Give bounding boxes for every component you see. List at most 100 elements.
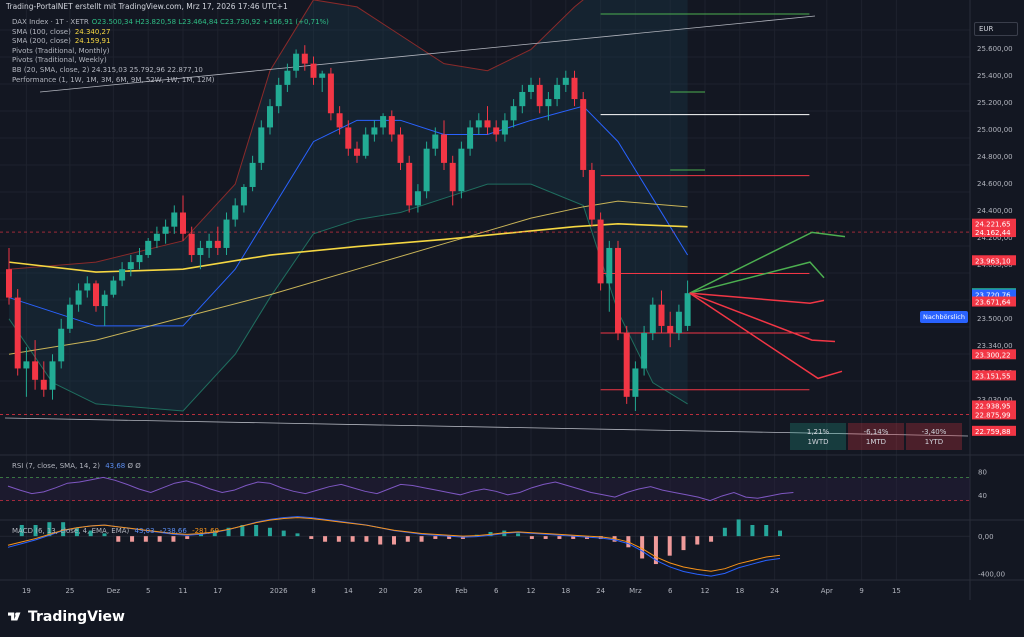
price-label-box	[972, 349, 1016, 360]
time-axis-label: Mrz	[629, 587, 642, 595]
candle-body	[441, 134, 447, 163]
candle	[641, 325, 648, 376]
macd-histogram-bar	[778, 530, 782, 537]
candle-body	[371, 127, 378, 135]
sma100-label[interactable]: SMA (100, close)	[12, 27, 71, 36]
symbol-label[interactable]: DAX Index · 1T · XETR	[12, 18, 89, 26]
candle	[493, 120, 500, 142]
macd-histogram-bar	[653, 536, 658, 565]
candle-body	[484, 120, 491, 128]
macd-legend[interactable]: MACD (6, 13, close, 4, EMA, EMA) 43,03 -…	[12, 527, 219, 535]
candle-body	[171, 212, 178, 227]
candle	[84, 276, 91, 298]
macd-histogram-bar	[61, 522, 66, 537]
performance-cell: -3,40% 1YTD	[906, 423, 962, 450]
candle	[432, 127, 439, 156]
time-axis-label: 24	[770, 587, 779, 595]
sma100-value: 24.340,27	[74, 27, 111, 36]
candle-body	[188, 233, 195, 256]
bb-label[interactable]: BB (20, SMA, close, 2) 24.315,03 25.792,…	[12, 65, 203, 74]
time-axis-label: 15	[892, 587, 901, 595]
price-label-box	[972, 296, 1016, 307]
candle-body	[362, 134, 369, 156]
pivots-monthly-label[interactable]: Pivots (Traditional, Monthly)	[12, 46, 110, 55]
pivots-weekly-label[interactable]: Pivots (Traditional, Weekly)	[12, 56, 107, 65]
candle-body	[14, 297, 21, 369]
performance-cell: 1,21% 1WTD	[790, 423, 846, 450]
price-label-text: 22.938,95	[975, 402, 1011, 410]
candle	[545, 91, 552, 121]
scenario-arrow-up	[689, 261, 825, 294]
candle-body	[423, 148, 430, 192]
tradingview-logo[interactable]: TradingView	[8, 609, 125, 625]
time-axis-label: Dez	[107, 587, 121, 595]
macd-histogram-bar	[709, 536, 714, 542]
macd-histogram-bar	[640, 536, 645, 559]
candle	[623, 325, 630, 404]
scenario-arrow-down	[689, 292, 843, 380]
candle	[66, 297, 73, 334]
candle	[562, 70, 569, 92]
candle	[232, 198, 239, 227]
candle	[449, 155, 456, 206]
macd-histogram-bar	[364, 536, 369, 542]
candle-body	[127, 262, 134, 270]
candle	[519, 84, 526, 114]
candle-body	[345, 127, 352, 149]
candle	[49, 354, 56, 400]
tradingview-logo-icon	[8, 612, 21, 621]
trendline-upper	[39, 15, 816, 93]
candle	[484, 106, 491, 135]
time-axis-label: 2026	[270, 587, 288, 595]
price-label-box	[972, 289, 1016, 300]
candle-body	[249, 162, 256, 187]
time-axis-label: 12	[701, 587, 710, 595]
candle-body	[49, 361, 56, 390]
candle-body	[336, 113, 343, 128]
candle	[75, 283, 82, 312]
candle-body	[310, 63, 317, 78]
candle	[649, 297, 656, 341]
candle	[223, 212, 230, 256]
candle-body	[180, 212, 186, 234]
price-tick-label: 24.800,00	[977, 153, 1013, 161]
performance-period: 1WTD	[807, 438, 828, 446]
macd-histogram-bar	[47, 522, 52, 537]
sma200-line	[8, 223, 688, 273]
candle-body	[153, 233, 160, 241]
price-label-text: 22.759,88	[975, 428, 1011, 436]
candle	[267, 99, 273, 135]
candle	[354, 141, 360, 163]
price-label-text: 24.221,65	[975, 221, 1011, 229]
ohlc-values: O23.500,34 H23.820,58 L23.464,84 C23.730…	[91, 18, 329, 26]
performance-label[interactable]: Performance (1, 1W, 1M, 3M, 6M, 9M, 52W,…	[12, 75, 215, 84]
candle	[675, 304, 682, 341]
price-tick-label: 23.500,00	[977, 315, 1013, 323]
rsi-tick-label: 40	[978, 492, 987, 500]
candle-body	[380, 116, 387, 128]
macd-histogram-bar	[309, 536, 314, 539]
candle	[206, 233, 213, 258]
candle-body	[475, 120, 482, 128]
candle	[171, 205, 178, 234]
candle-body	[510, 106, 517, 121]
time-axis-label: 25	[65, 587, 74, 595]
candle	[310, 56, 317, 85]
time-axis-label: 12	[527, 587, 536, 595]
performance-cell: -6,14% 1MTD	[848, 423, 904, 450]
candle-body	[6, 269, 12, 298]
candle	[93, 280, 99, 312]
price-label-box	[972, 227, 1016, 238]
candle-body	[545, 99, 552, 107]
price-tick-label: 24.600,00	[977, 180, 1013, 188]
price-label: 22.759,88	[972, 425, 1016, 436]
candle	[684, 280, 691, 331]
currency-selector[interactable]: EUR	[974, 22, 1018, 36]
macd-tick-label: 0,00	[978, 533, 994, 541]
rsi-legend[interactable]: RSI (7, close, SMA, 14, 2) 43,68 Ø Ø	[12, 462, 141, 470]
candle-body	[84, 283, 91, 291]
sma200-label[interactable]: SMA (200, close)	[12, 37, 71, 46]
nachboerslich-badge: Nachbörslich	[920, 311, 969, 323]
candle	[658, 290, 665, 334]
